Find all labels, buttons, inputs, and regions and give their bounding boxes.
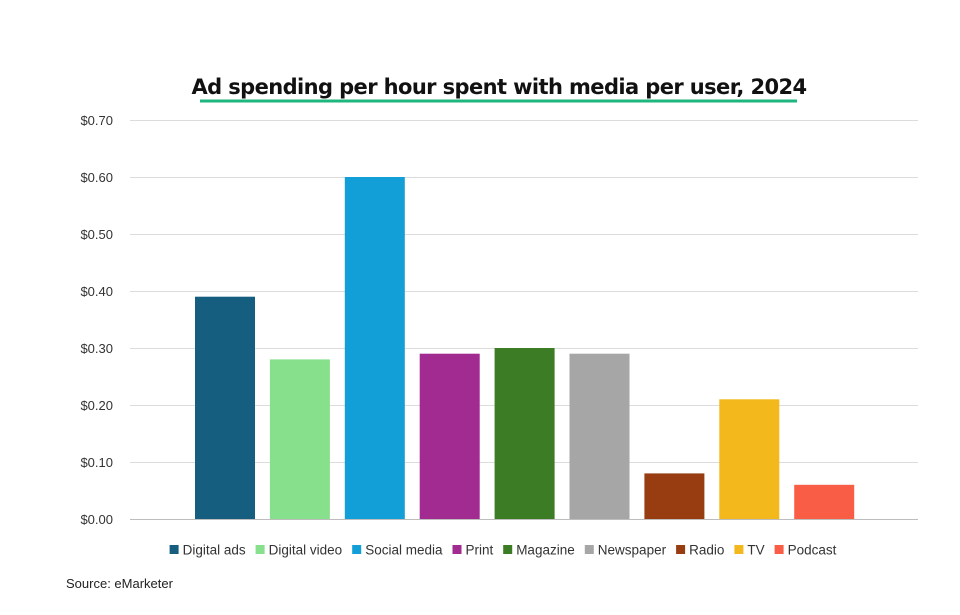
legend-swatch-social-media <box>352 545 362 554</box>
y-tick-label: $0.70 <box>80 113 113 128</box>
bar-magazine <box>494 348 555 519</box>
legend-swatch-podcast <box>774 545 784 554</box>
legend-swatch-print <box>452 545 462 554</box>
bar-newspaper <box>569 353 630 519</box>
legend-swatch-radio <box>676 545 686 554</box>
legend-swatch-magazine <box>503 545 513 554</box>
chart-title: Ad spending per hour spent with media pe… <box>191 75 806 99</box>
y-tick-label: $0.30 <box>80 341 113 356</box>
legend-label-tv: TV <box>747 543 764 558</box>
legend-label-digital-ads: Digital ads <box>183 543 246 558</box>
bar-digital-ads <box>195 296 255 519</box>
source-note: Source: eMarketer <box>66 576 174 591</box>
y-tick-label: $0.20 <box>80 398 113 413</box>
legend-swatch-tv <box>734 545 744 554</box>
legend-label-radio: Radio <box>689 543 724 558</box>
y-tick-label: $0.60 <box>80 170 113 185</box>
bar-social-media <box>344 177 405 519</box>
legend-swatch-digital-video <box>255 545 265 554</box>
legend-label-social-media: Social media <box>365 543 443 558</box>
y-tick-label: $0.10 <box>80 455 113 470</box>
y-tick-label: $0.00 <box>80 512 113 527</box>
y-tick-label: $0.40 <box>80 284 113 299</box>
legend-label-print: Print <box>466 543 494 558</box>
legend-swatch-digital-ads <box>169 545 179 554</box>
legend-label-magazine: Magazine <box>516 543 575 558</box>
bars <box>195 177 855 519</box>
y-tick-label: $0.50 <box>80 227 113 242</box>
legend-swatch-newspaper <box>584 545 594 554</box>
bar-radio <box>644 473 705 519</box>
legend-label-digital-video: Digital video <box>269 543 343 558</box>
bar-tv <box>719 399 780 519</box>
legend-label-podcast: Podcast <box>788 543 837 558</box>
bar-print <box>419 353 480 519</box>
bar-digital-video <box>269 359 330 519</box>
bar-podcast <box>794 484 855 519</box>
y-axis-ticks: $0.00 $0.10 $0.20 $0.30 $0.40 $0.50 $0.60 $0.70 <box>80 113 113 527</box>
legend: Digital ads Digital video Social media Prin… <box>169 543 837 558</box>
legend-label-newspaper: Newspaper <box>598 543 667 558</box>
